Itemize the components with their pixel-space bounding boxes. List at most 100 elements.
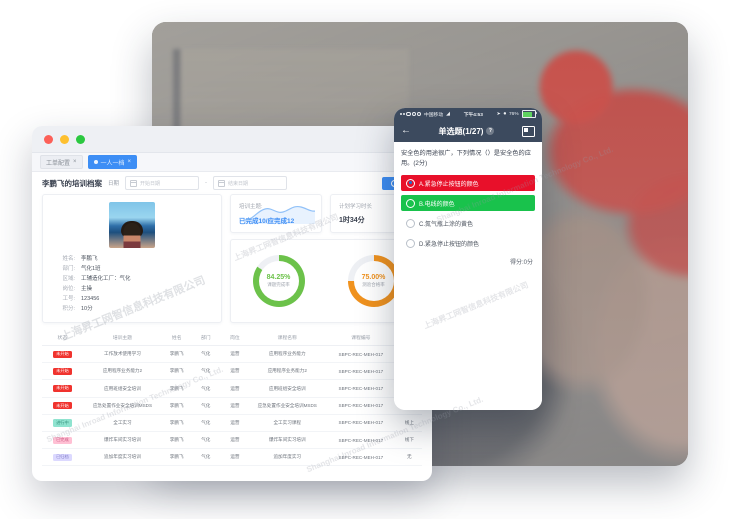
summary-row: 培训主题: 已完成10/应完成12 计划学习时长 1时34分 (230, 194, 422, 233)
topic-cell: 追加年度实习培训 (82, 448, 163, 467)
phone-title-label: 单选题(1/27) (438, 126, 484, 136)
battery-percent: 76% (509, 111, 519, 117)
answer-option[interactable]: C.氮气瓶上涂的黄色 (401, 215, 535, 231)
form-cell: 线上 (396, 414, 422, 433)
topic-cell: 应用班组安全培训 (82, 379, 163, 398)
tab-label: 一人一档 (100, 160, 125, 167)
profile-value: 123456 (81, 296, 100, 302)
dept-cell: 气化 (191, 379, 221, 398)
table-row[interactable]: 未开始 工作放术使用学习 李鹏飞 气化 运营 应用程序业务能力 SBPC-REC-MEH-0… (42, 345, 422, 364)
table-row[interactable]: 已完成 爆炸车间实习培训 李鹏飞 气化 运营 爆炸车间实习培训 SBPC-REC-MEH-0… (42, 431, 422, 450)
post-cell: 运营 (220, 448, 250, 467)
answer-option-label: A.紧急停止按钮的颜色 (419, 181, 479, 188)
date-label: 日期 (108, 181, 120, 187)
table-header-cell: 部门 (191, 330, 221, 346)
profile-value: 李鹏飞 (81, 256, 98, 262)
profile-field: 工号: 123456 (51, 294, 213, 304)
table-row[interactable]: 未开始 应用班组安全培训 李鹏飞 气化 运营 应用班组安全培训 SBPC-REC-MEH-0… (42, 379, 422, 398)
name-cell: 李鹏飞 (162, 448, 192, 467)
page-title: 李鹏飞的培训档案 (42, 178, 102, 188)
course-cell: 全工实习课程 (249, 414, 326, 433)
code-cell: SBPC-REC-MEH-017 (325, 362, 397, 381)
profile-key: 区域: (62, 276, 75, 282)
dept-cell: 气化 (191, 397, 221, 415)
table-row[interactable]: 进行中 全工实习 李鹏飞 气化 运营 全工实习课程 SBPC-REC-MEH-017 线上 (42, 414, 422, 433)
browser-window: 工单配置 × 一人一档 × 李鹏飞的培训档案 日期 开始日期 - 结束日期 (32, 126, 432, 481)
signal-icon (400, 111, 421, 117)
course-cell: 应急处置作业安全培训MSDS (249, 397, 326, 415)
topic-cell: 应用程序业务能力2 (82, 362, 163, 381)
back-icon[interactable]: ← (401, 125, 411, 136)
topic-cell: 爆炸车间实习培训 (82, 431, 163, 450)
close-window-icon[interactable] (44, 134, 53, 144)
code-cell: SBPC-REC-MEH-017 (325, 345, 397, 364)
tab-active-indicator-icon (93, 160, 98, 164)
profile-field: 姓名: 李鹏飞 (51, 254, 213, 264)
summary-column: 培训主题: 已完成10/应完成12 计划学习时长 1时34分 (230, 194, 422, 323)
training-records-table: 状态培训主题姓名部门岗位课程名称课程编号形式培训计划操作 未开始 工作放术使用学习… (42, 330, 422, 467)
table-header-row: 状态培训主题姓名部门岗位课程名称课程编号形式培训计划操作 (42, 330, 422, 346)
table-row[interactable]: 未开始 应用程序业务能力2 李鹏飞 气化 运营 应用程序业务能力2 SBPC-REC-MEH… (42, 362, 422, 381)
carrier-label: 中国移动 (423, 112, 444, 118)
dept-cell: 气化 (191, 345, 221, 364)
name-cell: 李鹏飞 (162, 397, 192, 415)
status-cell: 未开始 (42, 362, 83, 381)
phone-title: 单选题(1/27) ? (439, 126, 495, 137)
radio-icon[interactable] (406, 198, 415, 208)
tab-one-person-one-file[interactable]: 一人一档 × (87, 155, 138, 169)
answer-option-label: D.紧急停止按钮的颜色 (419, 241, 480, 248)
table-row[interactable]: 未开始 应急处置作业安全培训MSDS 李鹏飞 气化 运营 应急处置作业安全培训MSDS SB… (42, 397, 422, 415)
end-date-input[interactable]: 结束日期 (213, 176, 288, 190)
table-header-cell: 课程名称 (249, 330, 326, 346)
donut-charts-panel: 84.25% 课题完成率 75.00% 测验合格率 (230, 239, 422, 323)
question-text: 安全色的用途很广，下列情况（）是安全色的应用。(2分) (401, 150, 531, 167)
avatar-face (123, 223, 141, 248)
table-header-cell: 课程编号 (325, 330, 397, 346)
course-cell: 爆炸车间实习培训 (249, 431, 326, 450)
close-tab-icon[interactable]: × (73, 159, 77, 165)
alarm-icon: ⏺ (503, 112, 507, 117)
code-cell: SBPC-REC-MEH-017 (325, 448, 397, 467)
maximize-window-icon[interactable] (76, 134, 85, 144)
wifi-icon: ◢ (446, 111, 450, 117)
dept-cell: 气化 (191, 431, 221, 450)
clock-label: 下午4:53 (463, 112, 483, 118)
profile-key: 积分: (62, 306, 75, 312)
donut-center: 75.00% 测验合格率 (353, 261, 394, 301)
training-topic-label: 培训主题: (239, 204, 263, 210)
post-cell: 运营 (220, 362, 250, 381)
tab-label: 工单配置 (46, 160, 71, 167)
close-tab-icon[interactable]: × (127, 159, 132, 165)
window-content: 姓名: 李鹏飞 部门: 气化1班 区域: 工辅造化工厂：气化 岗位: 主操 (32, 194, 432, 467)
status-cell: 已完成 (42, 431, 83, 450)
radio-icon[interactable] (406, 178, 415, 188)
profile-key: 工号: (62, 296, 75, 302)
code-cell: SBPC-REC-MEH-017 (325, 414, 397, 433)
battery-icon (521, 109, 538, 119)
answer-option[interactable]: D.紧急停止按钮的颜色 (401, 235, 535, 251)
profile-value: 气化1班 (81, 266, 101, 272)
radio-icon[interactable] (406, 218, 415, 228)
donut-label: 课题完成率 (267, 282, 290, 287)
help-icon[interactable]: ? (486, 127, 495, 135)
donut-label: 测验合格率 (362, 282, 385, 287)
post-cell: 运营 (220, 379, 250, 398)
form-cell: 无 (396, 448, 422, 467)
answer-option[interactable]: B.电线的颜色 (401, 195, 535, 211)
tab-work-order[interactable]: 工单配置 × (40, 155, 83, 169)
card-icon[interactable] (522, 125, 535, 137)
minimize-window-icon[interactable] (60, 134, 69, 144)
answer-option[interactable]: A.紧急停止按钮的颜色 (401, 175, 535, 191)
post-cell: 运营 (220, 345, 250, 364)
code-cell: SBPC-REC-MEH-017 (325, 397, 397, 415)
start-date-input[interactable]: 开始日期 (125, 176, 200, 190)
profile-field: 岗位: 主操 (51, 284, 213, 294)
planned-hours-value: 1时34分 (339, 217, 365, 224)
radio-icon[interactable] (406, 238, 415, 248)
profile-value: 10分 (81, 306, 93, 312)
table-header-cell: 状态 (42, 330, 83, 346)
donut-chart-pass-rate: 75.00% 测验合格率 (347, 255, 400, 307)
status-badge: 未开始 (53, 367, 72, 375)
status-cell: 未开始 (42, 379, 83, 398)
table-row[interactable]: 已归档 追加年度实习培训 李鹏飞 气化 运营 追加年度实习 SBPC-REC-MEH-017… (42, 448, 422, 467)
